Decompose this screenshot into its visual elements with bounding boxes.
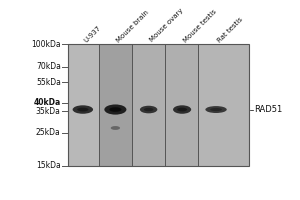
Ellipse shape bbox=[140, 106, 158, 113]
Ellipse shape bbox=[111, 126, 120, 130]
Text: 55kDa: 55kDa bbox=[36, 78, 61, 87]
Bar bbox=[132, 44, 165, 166]
Text: Mouse testis: Mouse testis bbox=[182, 8, 218, 43]
Text: U-937: U-937 bbox=[83, 24, 102, 43]
Bar bbox=[165, 44, 198, 166]
Text: 15kDa: 15kDa bbox=[36, 161, 61, 170]
Bar bbox=[198, 44, 249, 166]
Text: RAD51: RAD51 bbox=[254, 105, 282, 114]
Text: 100kDa: 100kDa bbox=[31, 40, 61, 49]
Bar bbox=[68, 44, 249, 166]
Ellipse shape bbox=[206, 106, 227, 113]
Ellipse shape bbox=[173, 105, 191, 114]
Text: 25kDa: 25kDa bbox=[36, 128, 61, 137]
Ellipse shape bbox=[210, 108, 222, 111]
Text: Rat testis: Rat testis bbox=[216, 16, 244, 43]
Text: 35kDa: 35kDa bbox=[36, 107, 61, 116]
Ellipse shape bbox=[109, 107, 122, 112]
Text: Mouse brain: Mouse brain bbox=[116, 9, 150, 43]
Ellipse shape bbox=[73, 105, 93, 114]
Ellipse shape bbox=[77, 108, 88, 111]
Ellipse shape bbox=[177, 108, 187, 111]
Ellipse shape bbox=[104, 104, 126, 115]
Text: 70kDa: 70kDa bbox=[36, 62, 61, 71]
Text: Mouse ovary: Mouse ovary bbox=[148, 8, 184, 43]
Ellipse shape bbox=[144, 108, 153, 111]
Bar bbox=[68, 44, 99, 166]
Bar bbox=[99, 44, 132, 166]
Text: 40kDa: 40kDa bbox=[34, 98, 61, 107]
